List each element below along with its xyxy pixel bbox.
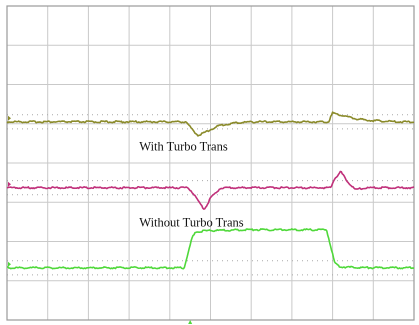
channel-ground-marker-icon bbox=[8, 261, 11, 267]
trigger-marker-icon bbox=[188, 320, 193, 324]
channel-markers bbox=[8, 115, 193, 324]
channel-ground-marker-icon bbox=[8, 115, 11, 121]
waveform-traces bbox=[6, 111, 415, 270]
annotation-with-turbo-trans: With Turbo Trans bbox=[139, 139, 228, 153]
graticule-grid bbox=[7, 6, 414, 320]
green-trace bbox=[6, 228, 415, 270]
annotation-without-turbo-trans: Without Turbo Trans bbox=[139, 216, 244, 230]
graticule-frame bbox=[6, 5, 415, 321]
olive-trace bbox=[6, 111, 415, 137]
magenta-trace bbox=[6, 170, 415, 210]
channel-ground-marker-icon bbox=[8, 181, 11, 187]
